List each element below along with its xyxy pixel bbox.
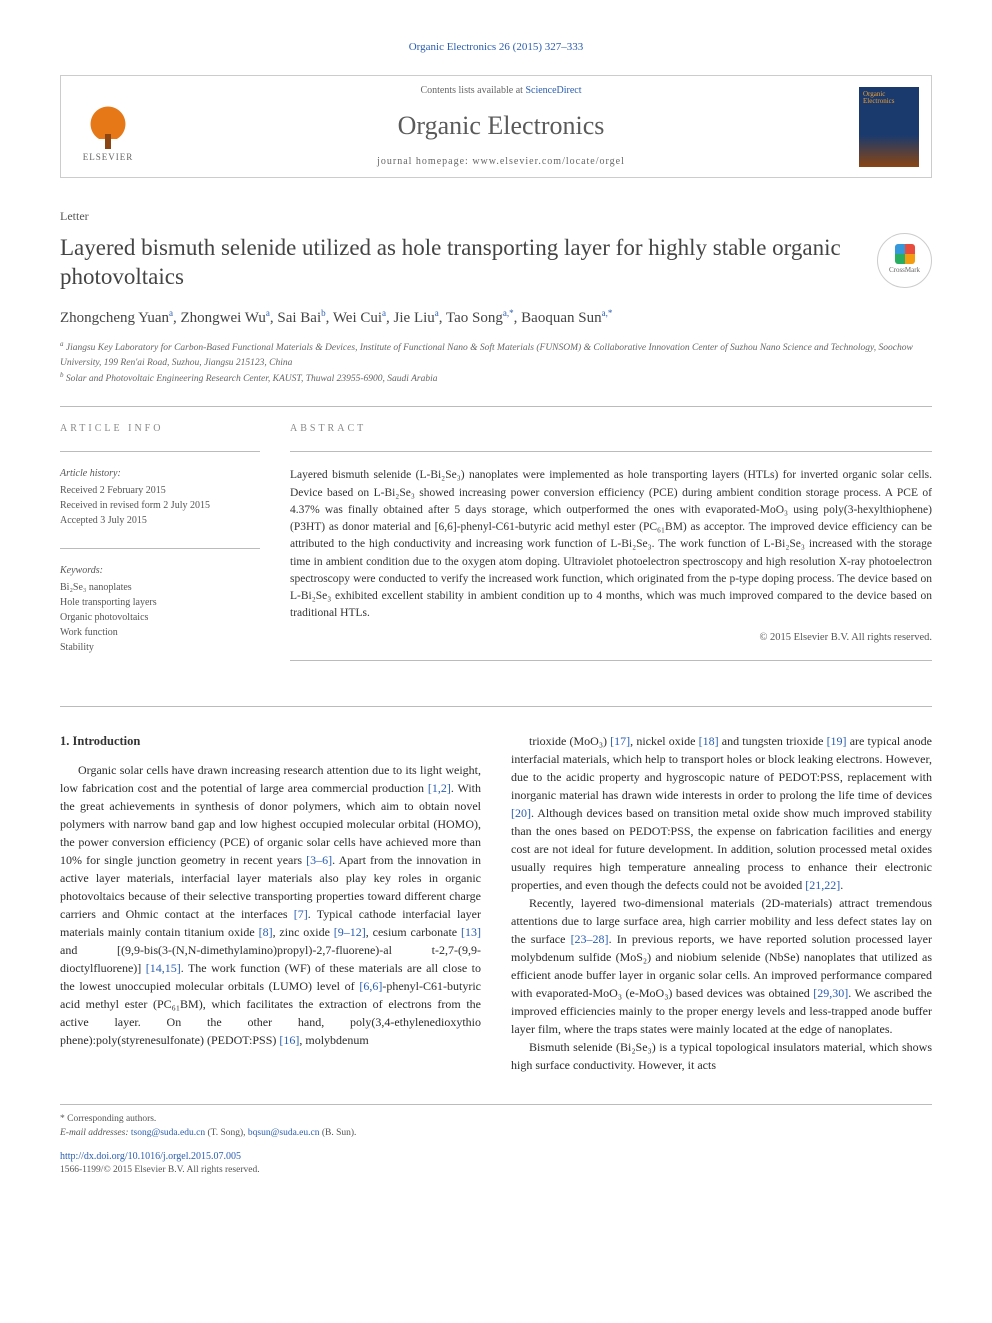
title-row: Layered bismuth selenide utilized as hol…: [60, 233, 932, 293]
ref-link[interactable]: [13]: [461, 925, 481, 939]
keyword-item: Stability: [60, 640, 260, 655]
accepted-date: Accepted 3 July 2015: [60, 513, 260, 528]
divider: [290, 660, 932, 661]
issn-copyright: 1566-1199/© 2015 Elsevier B.V. All right…: [60, 1164, 932, 1177]
article-info-col: ARTICLE INFO Article history: Received 2…: [60, 422, 260, 676]
homepage-line: journal homepage: www.elsevier.com/locat…: [143, 155, 859, 169]
body-columns: 1. Introduction Organic solar cells have…: [60, 732, 932, 1074]
ref-link[interactable]: [19]: [827, 734, 847, 748]
doi-link[interactable]: http://dx.doi.org/10.1016/j.orgel.2015.0…: [60, 1151, 241, 1162]
crossmark-badge[interactable]: CrossMark: [877, 233, 932, 288]
body-para-1: Organic solar cells have drawn increasin…: [60, 761, 481, 1049]
ref-link[interactable]: [3–6]: [306, 853, 332, 867]
journal-name: Organic Electronics: [143, 108, 859, 144]
divider: [60, 451, 260, 452]
body-para-4: Bismuth selenide (Bi₂Se₃) is a typical t…: [511, 1038, 932, 1074]
ref-link[interactable]: [18]: [699, 734, 719, 748]
abstract-text: Layered bismuth selenide (L-Bi₂Se₃) nano…: [290, 467, 932, 622]
ref-link[interactable]: [23–28]: [571, 932, 609, 946]
email-label: E-mail addresses:: [60, 1128, 131, 1138]
article-title: Layered bismuth selenide utilized as hol…: [60, 233, 857, 293]
abstract-col: ABSTRACT Layered bismuth selenide (L-Bi₂…: [290, 422, 932, 676]
section-1-heading: 1. Introduction: [60, 732, 481, 751]
contents-line: Contents lists available at ScienceDirec…: [143, 84, 859, 98]
crossmark-label: CrossMark: [889, 266, 920, 276]
ref-link[interactable]: [9–12]: [334, 925, 366, 939]
keywords-list: Bi₂Se₃ nanoplatesHole transporting layer…: [60, 580, 260, 655]
body-para-3: Recently, layered two-dimensional materi…: [511, 894, 932, 1038]
received-date: Received 2 February 2015: [60, 483, 260, 498]
citation-bar: Organic Electronics 26 (2015) 327–333: [60, 40, 932, 55]
info-abstract-row: ARTICLE INFO Article history: Received 2…: [60, 422, 932, 676]
header-center: Contents lists available at ScienceDirec…: [143, 84, 859, 168]
ref-link[interactable]: [6,6]: [359, 979, 382, 993]
keywords-label: Keywords:: [60, 564, 260, 578]
keyword-item: Work function: [60, 625, 260, 640]
homepage-prefix: journal homepage:: [377, 156, 472, 167]
divider: [60, 706, 932, 707]
journal-header: ELSEVIER Contents lists available at Sci…: [60, 75, 932, 177]
publisher-name: ELSEVIER: [83, 151, 134, 164]
revised-date: Received in revised form 2 July 2015: [60, 498, 260, 513]
affiliations: a Jiangsu Key Laboratory for Carbon-Base…: [60, 339, 932, 386]
divider: [60, 406, 932, 407]
elsevier-tree-icon: [83, 89, 133, 139]
email-2[interactable]: bqsun@suda.eu.cn: [248, 1128, 320, 1138]
corresponding-authors: * Corresponding authors.: [60, 1113, 932, 1126]
cover-text: Organic Electronics: [859, 87, 919, 110]
article-type: Letter: [60, 208, 932, 225]
keyword-item: Bi₂Se₃ nanoplates: [60, 580, 260, 595]
ref-link[interactable]: [8]: [259, 925, 273, 939]
keyword-item: Hole transporting layers: [60, 595, 260, 610]
crossmark-icon: [895, 244, 915, 264]
ref-link[interactable]: [7]: [294, 907, 308, 921]
divider: [60, 548, 260, 549]
abstract-copyright: © 2015 Elsevier B.V. All rights reserved…: [290, 631, 932, 646]
email-1-name: (T. Song),: [205, 1128, 248, 1138]
contents-prefix: Contents lists available at: [420, 85, 525, 96]
authors-list: Zhongcheng Yuana, Zhongwei Wua, Sai Baib…: [60, 307, 932, 329]
email-1[interactable]: tsong@suda.edu.cn: [131, 1128, 205, 1138]
abstract-heading: ABSTRACT: [290, 422, 932, 436]
affiliation-a: a Jiangsu Key Laboratory for Carbon-Base…: [60, 339, 932, 370]
footer-block: * Corresponding authors. E-mail addresse…: [60, 1104, 932, 1177]
ref-link[interactable]: [17]: [610, 734, 630, 748]
ref-link[interactable]: [14,15]: [146, 961, 181, 975]
doi-line: http://dx.doi.org/10.1016/j.orgel.2015.0…: [60, 1150, 932, 1164]
history-label: Article history:: [60, 467, 260, 481]
affiliation-b: b Solar and Photovoltaic Engineering Res…: [60, 370, 932, 386]
ref-link[interactable]: [1,2]: [428, 781, 451, 795]
ref-link[interactable]: [29,30]: [813, 986, 848, 1000]
divider: [290, 451, 932, 452]
email-line: E-mail addresses: tsong@suda.edu.cn (T. …: [60, 1127, 932, 1140]
article-info-heading: ARTICLE INFO: [60, 422, 260, 436]
body-para-2: trioxide (MoO₃) [17], nickel oxide [18] …: [511, 732, 932, 894]
email-2-name: (B. Sun).: [319, 1128, 356, 1138]
elsevier-logo[interactable]: ELSEVIER: [73, 87, 143, 167]
journal-cover-thumbnail[interactable]: Organic Electronics: [859, 87, 919, 167]
sciencedirect-link[interactable]: ScienceDirect: [525, 85, 581, 96]
article-dates: Received 2 February 2015 Received in rev…: [60, 483, 260, 528]
ref-link[interactable]: [16]: [279, 1033, 299, 1047]
ref-link[interactable]: [20]: [511, 806, 531, 820]
keyword-item: Organic photovoltaics: [60, 610, 260, 625]
ref-link[interactable]: [21,22]: [805, 878, 840, 892]
homepage-url[interactable]: www.elsevier.com/locate/orgel: [472, 156, 625, 167]
